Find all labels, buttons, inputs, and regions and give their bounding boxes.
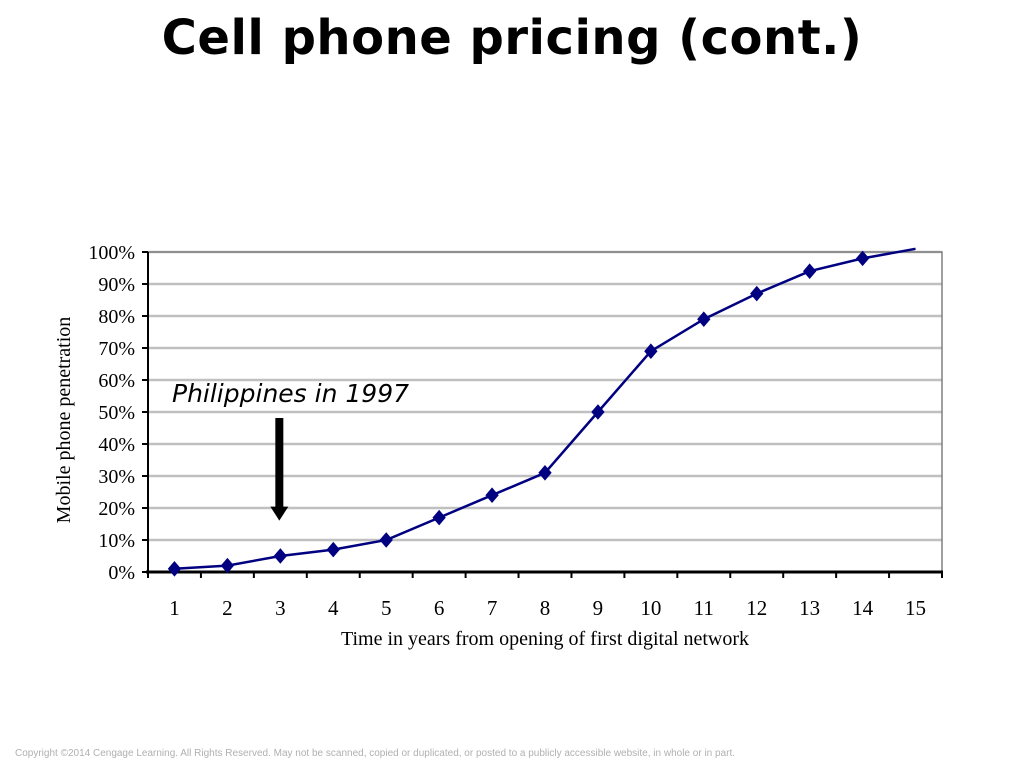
y-tick-label: 90%	[98, 274, 135, 296]
copyright-notice: Copyright ©2014 Cengage Learning. All Ri…	[15, 748, 736, 759]
data-point	[167, 561, 182, 577]
y-tick-label: 70%	[98, 338, 135, 360]
x-tick-label: 6	[434, 596, 445, 620]
data-point	[855, 250, 870, 267]
x-tick-labels: 1 2 3 4 5 6 7 8 9 10 11 12 13 14 15	[169, 596, 926, 620]
x-tick-label: 2	[222, 596, 233, 620]
series-layer	[167, 247, 916, 577]
data-point	[485, 487, 499, 503]
arrow-shaft	[275, 418, 284, 509]
x-tick-label: 9	[593, 596, 604, 620]
data-point	[644, 343, 658, 359]
data-point	[432, 509, 446, 526]
x-tick-label: 13	[799, 596, 820, 620]
slide-title: Cell phone pricing (cont.)	[161, 10, 863, 66]
data-point	[273, 548, 287, 564]
philippines-annotation: Philippines in 1997	[172, 379, 409, 408]
x-tick-label: 1	[169, 596, 180, 620]
y-tick-label: 10%	[98, 530, 135, 552]
y-axis-label: Mobile phone penetration	[53, 317, 75, 524]
data-point	[538, 465, 552, 481]
x-tick-label: 8	[540, 596, 551, 620]
data-point	[803, 263, 817, 279]
y-tick-label: 0%	[108, 562, 135, 584]
series-line	[174, 247, 916, 571]
y-tick-label: 80%	[98, 306, 135, 328]
x-tick-label: 14	[852, 596, 874, 620]
data-point	[591, 404, 605, 420]
y-tick-label: 100%	[88, 242, 135, 264]
x-axis-label: Time in years from opening of first digi…	[341, 628, 749, 650]
data-point	[326, 541, 340, 558]
y-tick-labels: 0% 10% 20% 30% 40% 50% 60% 70% 80% 90% 100%	[88, 242, 135, 584]
y-tick-label: 30%	[98, 466, 135, 488]
x-tick-label: 15	[905, 596, 926, 620]
y-tick-label: 50%	[98, 402, 135, 424]
data-point	[750, 285, 764, 302]
x-tick-label: 11	[694, 596, 714, 620]
x-tick-label: 5	[381, 596, 392, 620]
data-point	[697, 311, 711, 327]
arrow-head	[270, 506, 289, 521]
x-tick-label: 7	[487, 596, 498, 620]
x-tick-label: 12	[746, 596, 767, 620]
y-tick-label: 40%	[98, 434, 135, 456]
y-tick-label: 60%	[98, 370, 135, 392]
data-point	[379, 532, 393, 548]
x-tick-label: 3	[275, 596, 286, 620]
chart-axes	[142, 251, 943, 578]
x-tick-label: 10	[640, 596, 661, 620]
down-arrow-icon	[270, 418, 289, 521]
x-tick-label: 4	[328, 596, 339, 620]
data-point	[220, 557, 235, 574]
y-tick-label: 20%	[98, 498, 135, 520]
